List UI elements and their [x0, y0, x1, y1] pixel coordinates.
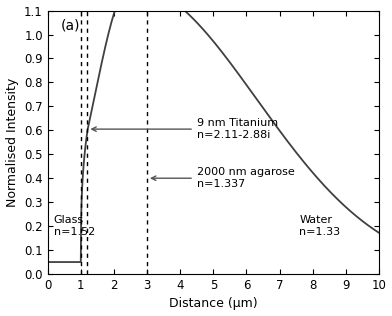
Text: Water
n=1.33: Water n=1.33 — [299, 215, 341, 237]
Text: Glass
n=1.52: Glass n=1.52 — [54, 215, 95, 237]
Text: 9 nm Titanium
n=2.11-2.88i: 9 nm Titanium n=2.11-2.88i — [92, 118, 278, 140]
X-axis label: Distance (μm): Distance (μm) — [169, 297, 258, 310]
Text: 2000 nm agarose
n=1.337: 2000 nm agarose n=1.337 — [151, 167, 294, 189]
Y-axis label: Normalised Intensity: Normalised Intensity — [5, 78, 18, 207]
Text: (a): (a) — [61, 18, 80, 33]
